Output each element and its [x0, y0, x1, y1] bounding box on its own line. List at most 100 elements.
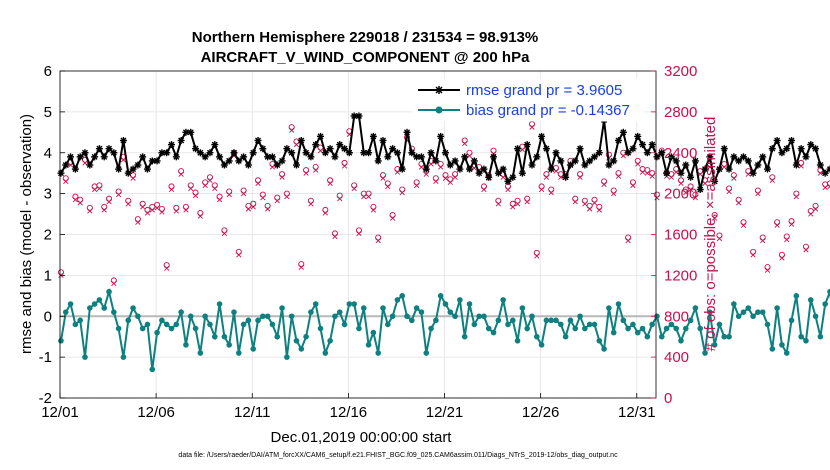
- obs-assimilated-point: [125, 201, 131, 207]
- obs-assimilated-stroke: [625, 238, 631, 244]
- obs-assimilated-point: [668, 174, 674, 180]
- bias-point: [183, 342, 189, 348]
- obs-assimilated-point: [159, 209, 165, 215]
- rmse-point: [297, 136, 305, 144]
- bias-point: [341, 321, 348, 328]
- rmse-point: [691, 157, 699, 165]
- rmse-point-stroke: [591, 153, 598, 160]
- bias-point: [423, 350, 430, 356]
- obs-assimilated-point: [678, 180, 684, 187]
- rmse-point: [542, 145, 550, 153]
- rmse-point-stroke: [404, 129, 411, 136]
- obs-assimilated-point: [332, 233, 338, 240]
- bias-point: [567, 317, 574, 324]
- rmse-point-stroke: [240, 153, 247, 160]
- rmse-point-stroke: [538, 133, 545, 140]
- bias-point: [111, 309, 117, 315]
- obs-assimilated-point: [178, 171, 184, 177]
- rmse-point-stroke: [346, 149, 353, 156]
- y-tick-label: -1: [39, 349, 52, 366]
- obs-assimilated-point: [236, 252, 242, 258]
- bias-point: [87, 305, 93, 311]
- bias-point: [524, 325, 530, 332]
- obs-assimilated-stroke: [125, 201, 131, 207]
- rmse-point-stroke: [106, 145, 113, 152]
- obs-assimilated-point: [649, 173, 655, 179]
- obs-assimilated-stroke: [293, 141, 300, 148]
- rmse-point-stroke: [144, 166, 151, 173]
- bias-point: [385, 321, 391, 328]
- rmse-point-stroke: [447, 162, 454, 169]
- bias-point: [673, 325, 679, 332]
- bias-point: [327, 337, 333, 344]
- obs-assimilated-stroke: [692, 195, 699, 201]
- obs-assimilated-stroke: [683, 189, 689, 196]
- rmse-point-stroke: [524, 141, 531, 148]
- bias-point: [461, 333, 468, 340]
- rmse-point-stroke: [504, 178, 511, 185]
- obs-assimilated-stroke: [265, 206, 271, 212]
- obs-assimilated-point: [582, 201, 588, 207]
- bias-point: [279, 305, 285, 311]
- obs-assimilated-point: [438, 164, 444, 170]
- obs-assimilated-point: [514, 201, 521, 207]
- rmse-point: [701, 165, 709, 173]
- bias-point: [711, 342, 718, 348]
- rmse-point-stroke: [428, 149, 435, 156]
- obs-assimilated-stroke: [327, 180, 333, 187]
- obs-assimilated-stroke: [236, 252, 242, 258]
- rmse-point-stroke: [735, 157, 742, 164]
- rmse-point-stroke: [697, 186, 704, 193]
- rmse-point-stroke: [788, 137, 795, 144]
- rmse-point-stroke: [653, 153, 660, 160]
- bias-point: [322, 350, 329, 356]
- obs-assimilated-point: [538, 186, 545, 193]
- obs-assimilated-stroke: [644, 170, 650, 176]
- rmse-point-stroke: [384, 153, 391, 160]
- obs-assimilated-stroke: [803, 247, 809, 253]
- rmse-point-stroke: [437, 133, 444, 140]
- rmse-point-stroke: [322, 149, 329, 156]
- obs-assimilated-stroke: [313, 167, 319, 173]
- rmse-point-stroke: [730, 153, 737, 160]
- obs-assimilated-point: [380, 175, 386, 181]
- obs-assimilated-point: [788, 221, 795, 227]
- bias-point: [822, 301, 828, 307]
- rmse-point: [446, 161, 454, 169]
- obs-assimilated-point: [505, 186, 511, 193]
- rmse-point: [783, 145, 791, 153]
- bias-point: [558, 321, 564, 328]
- obs-assimilated-stroke: [87, 208, 93, 214]
- obs-assimilated-point: [130, 175, 136, 181]
- obs-assimilated-stroke: [514, 201, 521, 207]
- rmse-point-stroke: [230, 149, 237, 156]
- rmse-point-stroke: [360, 149, 367, 156]
- bias-point: [649, 321, 655, 328]
- bias-point: [293, 337, 300, 344]
- bias-point: [96, 297, 103, 303]
- obs-assimilated-stroke: [164, 265, 170, 271]
- obs-assimilated-point: [558, 174, 564, 180]
- rmse-point-stroke: [307, 153, 314, 160]
- x-tick-label: 12/06: [137, 404, 175, 421]
- bias-point: [606, 305, 612, 311]
- rmse-point: [76, 153, 84, 161]
- obs-assimilated-stroke: [716, 235, 723, 242]
- obs-assimilated-point: [202, 182, 208, 189]
- rmse-point: [379, 136, 387, 144]
- rmse-point: [667, 153, 675, 161]
- obs-assimilated-stroke: [245, 206, 252, 212]
- rmse-point: [81, 149, 89, 157]
- obs-assimilated-point: [255, 180, 261, 187]
- obs-assimilated-stroke: [654, 195, 660, 201]
- obs-assimilated-point: [793, 194, 799, 200]
- rmse-point: [124, 169, 132, 177]
- obs-assimilated-stroke: [591, 200, 598, 206]
- rmse-point: [196, 149, 204, 157]
- obs-assimilated-point: [591, 200, 598, 206]
- rmse-point: [494, 169, 502, 177]
- obs-assimilated-stroke: [351, 185, 357, 192]
- obs-assimilated-point: [630, 182, 636, 189]
- obs-assimilated-stroke: [822, 184, 828, 191]
- rmse-point: [759, 153, 767, 161]
